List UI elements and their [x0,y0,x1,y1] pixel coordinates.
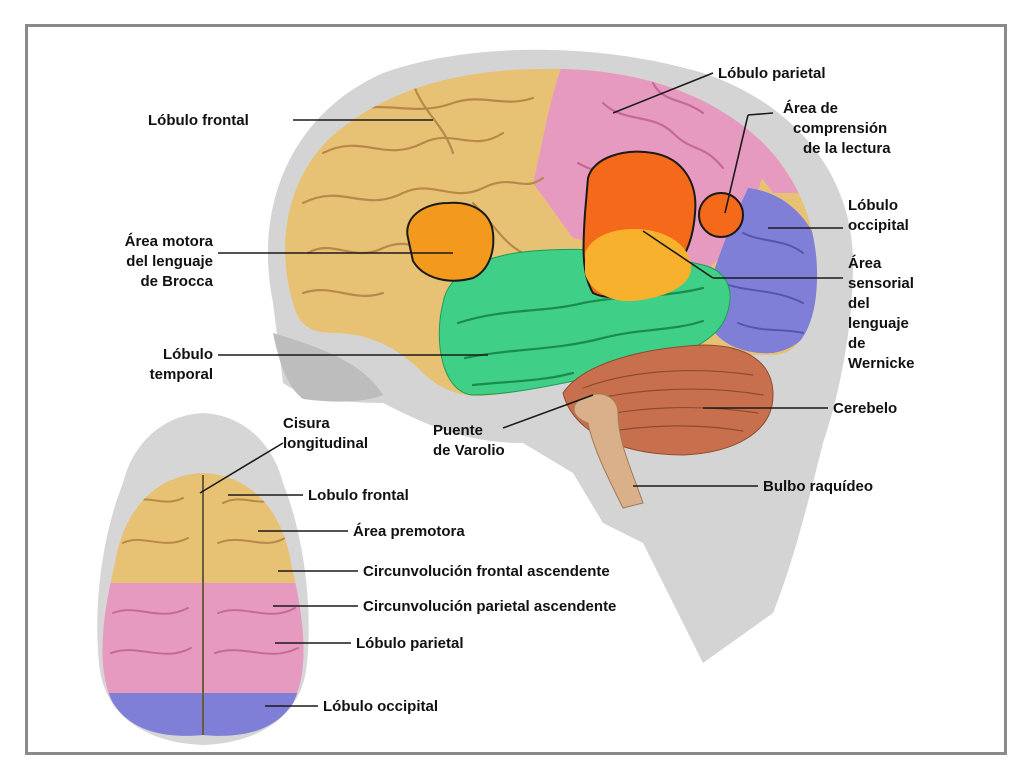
label-fissure-line1: Cisura [283,415,330,432]
label-reading-line1: Área de [783,100,838,117]
label-reading-line2: comprensión [793,120,887,137]
label-reading-line3: de la lectura [803,140,891,157]
label-medulla: Bulbo raquídeo [763,478,873,495]
label-wernicke-line5: de [848,335,866,352]
label-premotor: Área premotora [353,523,465,540]
label-broca-line1: Área motora [125,233,214,250]
label-pons-line2: de Varolio [433,442,505,459]
label-wernicke-line4: lenguaje [848,315,909,332]
label-temporal-line1: Lóbulo [163,346,213,363]
label-top-occipital: Lóbulo occipital [323,698,438,715]
label-ascending-frontal: Circunvolución frontal ascendente [363,563,610,580]
label-top-parietal: Lóbulo parietal [356,635,464,652]
label-pons-line1: Puente [433,422,483,439]
top-view-brain [97,413,309,745]
label-occipital-line2: occipital [848,217,909,234]
label-occipital-line1: Lóbulo [848,197,898,214]
diagram-frame: Lóbulo frontal Área motora del lenguaje … [25,24,1007,755]
label-broca-line3: de Brocca [140,273,213,290]
brain-diagram: Lóbulo frontal Área motora del lenguaje … [97,49,914,745]
leader-lines [199,72,843,707]
label-top-frontal: Lobulo frontal [308,487,409,504]
label-broca-line2: del lenguaje [126,253,213,270]
broca-area [406,201,495,282]
label-parietal-lobe: Lóbulo parietal [718,65,826,82]
wernicke-area [585,229,692,302]
label-ascending-parietal: Circunvolución parietal ascendente [363,598,616,615]
label-wernicke-line6: Wernicke [848,355,914,372]
label-cerebellum: Cerebelo [833,400,897,417]
label-wernicke-line2: sensorial [848,275,914,292]
label-temporal-line2: temporal [150,366,213,383]
brainstem-region [573,393,644,509]
label-fissure-line2: longitudinal [283,435,368,452]
reading-comprehension-area [698,192,744,238]
label-wernicke-line3: del [848,295,870,312]
label-frontal-lobe: Lóbulo frontal [148,112,249,129]
label-wernicke-line1: Área [848,255,882,272]
